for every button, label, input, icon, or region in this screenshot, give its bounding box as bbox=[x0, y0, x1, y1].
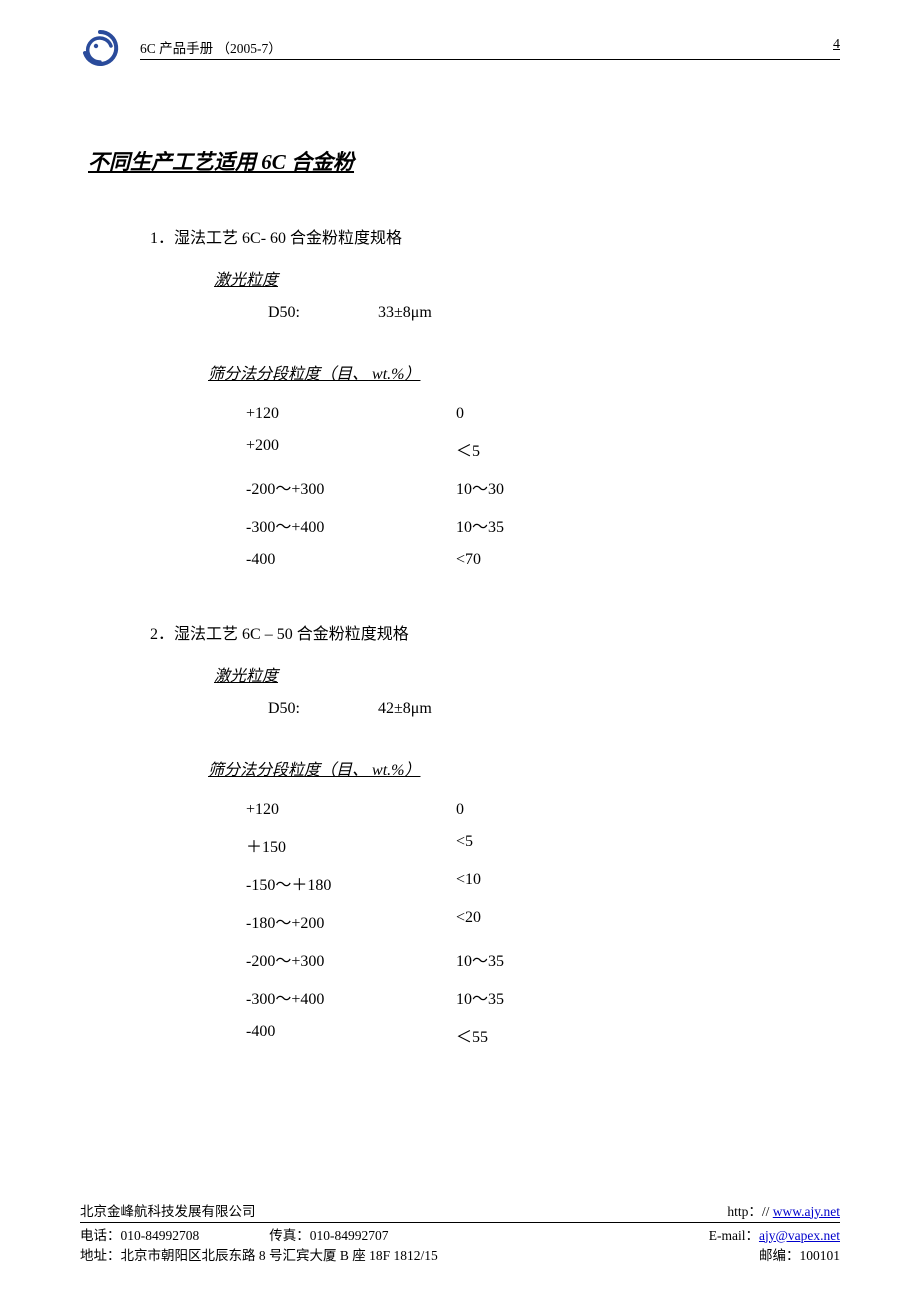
table-row: -300～+40010～35 bbox=[246, 506, 546, 544]
table-row: -150～＋180<10 bbox=[246, 864, 546, 902]
mesh-cell: +120 bbox=[246, 398, 456, 430]
value-cell: 10～35 bbox=[456, 506, 546, 544]
mesh-cell: +200 bbox=[246, 430, 456, 468]
value-cell: <20 bbox=[456, 902, 546, 940]
mesh-cell: -150～＋180 bbox=[246, 864, 456, 902]
table-row: -180～+200<20 bbox=[246, 902, 546, 940]
value-cell: 10～35 bbox=[456, 978, 546, 1016]
value-cell: 0 bbox=[456, 794, 546, 826]
table-row: -300～+40010～35 bbox=[246, 978, 546, 1016]
value-cell: ＜5 bbox=[456, 430, 546, 468]
footer-address: 地址：北京市朝阳区北辰东路 8 号汇宾大厦 B 座 18F 1812/15 bbox=[80, 1246, 438, 1266]
value-cell: 0 bbox=[456, 398, 546, 430]
page-footer: 北京金峰航科技发展有限公司 http：// www.ajy.net 电话：010… bbox=[80, 1200, 840, 1267]
sieve-heading: 筛分法分段粒度（目、 wt.%） bbox=[208, 756, 840, 780]
footer-fax: 传真：010-84992707 bbox=[269, 1226, 388, 1246]
mesh-cell: ＋150 bbox=[246, 826, 456, 864]
footer-zip: 邮编：100101 bbox=[759, 1246, 840, 1266]
spec-section: 1．湿法工艺 6C- 60 合金粉粒度规格激光粒度 D50:33±8μm 筛分法分段… bbox=[150, 224, 840, 576]
laser-size-label: 激光粒度 bbox=[214, 662, 840, 686]
mesh-cell: +120 bbox=[246, 794, 456, 826]
table-row: -400<70 bbox=[246, 544, 546, 576]
d50-row: D50:33±8μm bbox=[268, 304, 840, 322]
mesh-cell: -200～+300 bbox=[246, 468, 456, 506]
value-cell: ＜55 bbox=[456, 1016, 546, 1054]
mesh-cell: -400 bbox=[246, 1016, 456, 1054]
table-row: -200～+30010～30 bbox=[246, 468, 546, 506]
sieve-table: +1200+200＜5-200～+30010～30-300～+40010～35-… bbox=[246, 398, 546, 576]
page-number: 4 bbox=[833, 37, 840, 53]
mesh-cell: -400 bbox=[246, 544, 456, 576]
mesh-cell: -300～+400 bbox=[246, 978, 456, 1016]
sieve-heading: 筛分法分段粒度（目、 wt.%） bbox=[208, 360, 840, 384]
spec-section: 2．湿法工艺 6C – 50 合金粉粒度规格激光粒度 D50:42±8μm 筛分法分… bbox=[150, 620, 840, 1054]
value-cell: <10 bbox=[456, 864, 546, 902]
table-row: ＋150<5 bbox=[246, 826, 546, 864]
value-cell: <70 bbox=[456, 544, 546, 576]
value-cell: 10～30 bbox=[456, 468, 546, 506]
table-row: +1200 bbox=[246, 794, 546, 826]
mesh-cell: -180～+200 bbox=[246, 902, 456, 940]
table-row: -200～+30010～35 bbox=[246, 940, 546, 978]
d50-row: D50:42±8μm bbox=[268, 700, 840, 718]
footer-company: 北京金峰航科技发展有限公司 bbox=[80, 1200, 256, 1220]
table-row: +200＜5 bbox=[246, 430, 546, 468]
laser-size-label: 激光粒度 bbox=[214, 266, 840, 290]
website-link[interactable]: www.ajy.net bbox=[773, 1204, 840, 1219]
footer-website: http：// www.ajy.net bbox=[727, 1200, 840, 1220]
page-header: 6C 产品手册 （2005-7） 4 bbox=[80, 28, 840, 68]
page-title: 不同生产工艺适用 6C 合金粉 bbox=[88, 146, 840, 176]
company-logo-icon bbox=[80, 28, 120, 68]
value-cell: <5 bbox=[456, 826, 546, 864]
section-heading: 1．湿法工艺 6C- 60 合金粉粒度规格 bbox=[150, 224, 840, 248]
email-link[interactable]: ajy@vapex.net bbox=[759, 1228, 840, 1243]
section-heading: 2．湿法工艺 6C – 50 合金粉粒度规格 bbox=[150, 620, 840, 644]
mesh-cell: -200～+300 bbox=[246, 940, 456, 978]
header-doc-title: 6C 产品手册 （2005-7） bbox=[140, 37, 840, 59]
table-row: +1200 bbox=[246, 398, 546, 430]
table-row: -400＜55 bbox=[246, 1016, 546, 1054]
sieve-table: +1200＋150<5-150～＋180<10-180～+200<20-200～… bbox=[246, 794, 546, 1054]
footer-email: E-mail：ajy@vapex.net bbox=[709, 1226, 840, 1246]
footer-tel: 电话：010-84992708 bbox=[80, 1226, 199, 1246]
mesh-cell: -300～+400 bbox=[246, 506, 456, 544]
value-cell: 10～35 bbox=[456, 940, 546, 978]
